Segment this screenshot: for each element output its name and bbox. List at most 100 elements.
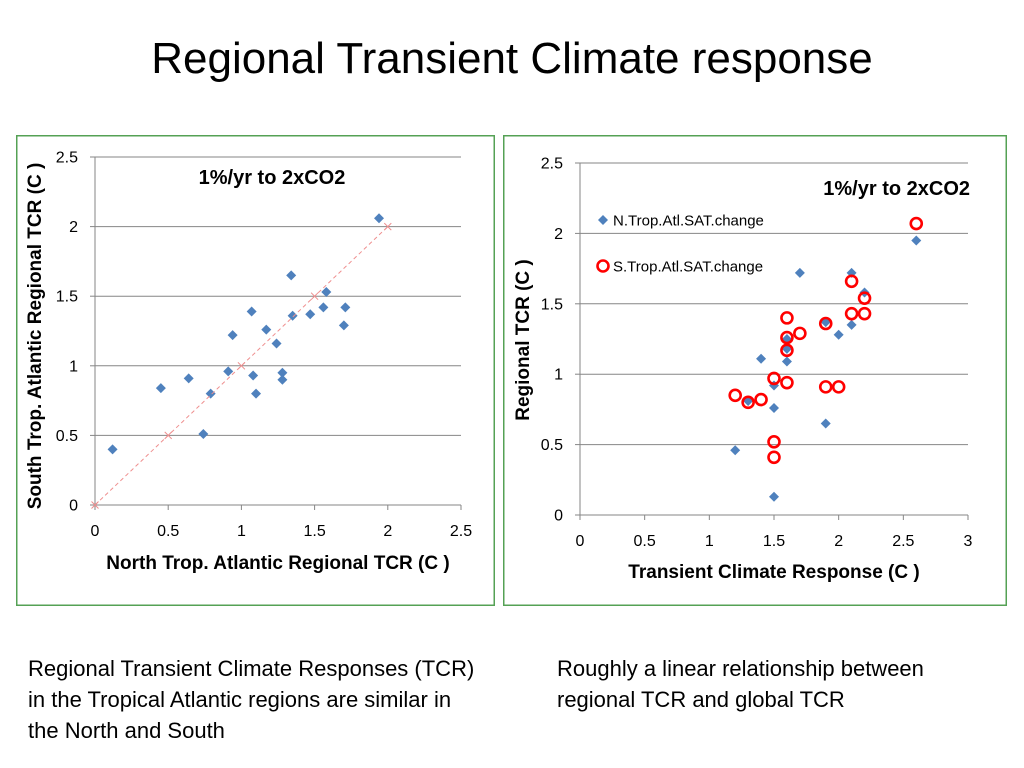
data-point — [780, 375, 794, 390]
caption-line: regional TCR and global TCR — [557, 687, 845, 712]
data-point — [271, 338, 282, 349]
data-point — [251, 388, 262, 399]
data-point — [321, 287, 332, 298]
y-tick-label: 0.5 — [541, 437, 563, 454]
x-tick-label: 1.5 — [763, 533, 785, 550]
x-tick-label: 2.5 — [450, 523, 472, 540]
data-point — [767, 450, 781, 465]
x-axis-title: North Trop. Atlantic Regional TCR (C ) — [106, 553, 449, 574]
series-0 — [730, 235, 922, 502]
data-point — [277, 374, 288, 385]
y-tick-label: 1.5 — [56, 289, 78, 306]
y-axis-title: South Trop. Atlantic Regional TCR (C ) — [25, 163, 46, 510]
data-point — [305, 309, 316, 320]
series-1 — [728, 216, 924, 465]
x-tick-label: 0.5 — [634, 533, 656, 550]
data-point — [310, 292, 319, 301]
x-tick-label: 1 — [705, 533, 714, 550]
data-point — [846, 319, 857, 330]
legend-marker — [596, 259, 610, 273]
data-point — [780, 311, 794, 325]
data-point — [205, 388, 216, 399]
chart-north-vs-south: 00.511.522.50 0.5 1 1.5 2 2.5 1%/yr to 2xCO2 … — [16, 135, 495, 606]
data-point — [318, 302, 329, 313]
legend: N.Trop.Atl.SAT.change S.Trop.Atl.SAT.cha… — [596, 213, 764, 276]
x-axis-title: Transient Climate Response (C ) — [628, 562, 919, 583]
y-tick-label: 1 — [554, 367, 563, 384]
x-tick-label: 0 — [91, 523, 100, 540]
x-tick-label: 2 — [383, 523, 392, 540]
data-point — [286, 270, 297, 281]
data-point — [730, 445, 741, 456]
series-0 — [107, 213, 385, 455]
data-point — [857, 291, 872, 305]
data-point — [857, 306, 872, 321]
axis-layer: 0 0.5 1 1.5 2 2.5 0 0.5 1 1.5 2 2.5 — [56, 150, 472, 541]
chart-annotation: 1%/yr to 2xCO2 — [199, 167, 346, 189]
series-1 — [91, 222, 392, 509]
data-point — [754, 392, 768, 407]
data-point — [769, 491, 779, 502]
data-point — [741, 395, 755, 410]
data-point — [223, 366, 234, 377]
y-tick-label: 2.5 — [56, 150, 78, 167]
data-point — [831, 380, 846, 394]
legend-marker-slot — [596, 259, 610, 273]
y-tick-label: 1 — [69, 358, 78, 375]
data-point — [781, 356, 792, 367]
y-axis-title: Regional TCR (C ) — [513, 259, 534, 421]
legend-label: S.Trop.Atl.SAT.change — [613, 259, 763, 276]
data-point — [248, 370, 259, 381]
data-point — [261, 324, 272, 335]
data-point — [820, 418, 831, 429]
data-point — [164, 431, 173, 440]
y-tick-label: 2.5 — [541, 156, 563, 173]
data-point — [374, 213, 385, 224]
chart-frame — [16, 135, 495, 606]
chart-regional-vs-global: 0 0.5 1 1.5 2 2.5 0 0.5 1 1.5 2 2.5 3 1%/yr to 2xCO2… — [503, 135, 1007, 606]
x-tick-label: 3 — [964, 533, 973, 550]
x-tick-label: 0.5 — [157, 523, 179, 540]
data-point — [183, 373, 194, 384]
data-point — [383, 222, 392, 231]
axis-layer: 0 0.5 1 1.5 2 2.5 0 0.5 1 1.5 2 2.5 3 — [541, 156, 973, 551]
data-point — [287, 310, 298, 321]
data-point — [198, 429, 209, 440]
data-point — [793, 326, 807, 341]
data-point — [833, 329, 844, 340]
y-tick-label: 0 — [69, 498, 78, 515]
y-tick-label: 0.5 — [56, 428, 78, 445]
data-point — [911, 235, 922, 246]
reference-line — [94, 226, 389, 506]
data-point — [340, 302, 351, 313]
data-point — [246, 306, 257, 317]
x-tick-label: 1.5 — [303, 523, 325, 540]
caption-left: Regional Transient Climate Responses (TC… — [28, 653, 474, 746]
data-point — [227, 330, 238, 341]
data-point — [818, 380, 833, 394]
caption-line: Roughly a linear relationship between — [557, 656, 924, 681]
data-point — [756, 353, 767, 364]
data-point — [728, 388, 742, 403]
data-point — [780, 330, 794, 345]
slide-title: Regional Transient Climate response — [151, 34, 873, 83]
caption-line: in the Tropical Atlantic regions are sim… — [28, 687, 452, 712]
legend-item: S.Trop.Atl.SAT.change — [596, 259, 763, 276]
x-tick-label: 2 — [834, 533, 843, 550]
data-point — [844, 274, 859, 289]
data-point — [844, 306, 859, 321]
legend-label: N.Trop.Atl.SAT.change — [613, 213, 764, 230]
y-tick-label: 1.5 — [541, 296, 563, 313]
caption-right: Roughly a linear relationship between re… — [557, 653, 924, 715]
data-point — [780, 343, 794, 358]
data-point — [769, 380, 779, 391]
x-tick-label: 1 — [237, 523, 246, 540]
data-point — [767, 371, 781, 386]
data-point — [909, 216, 924, 231]
data-point — [237, 361, 246, 370]
legend-item: N.Trop.Atl.SAT.change — [598, 213, 764, 230]
series-layer — [91, 213, 392, 509]
data-point — [338, 320, 349, 331]
data-point — [769, 402, 779, 413]
chart-annotation: 1%/yr to 2xCO2 — [823, 178, 970, 200]
